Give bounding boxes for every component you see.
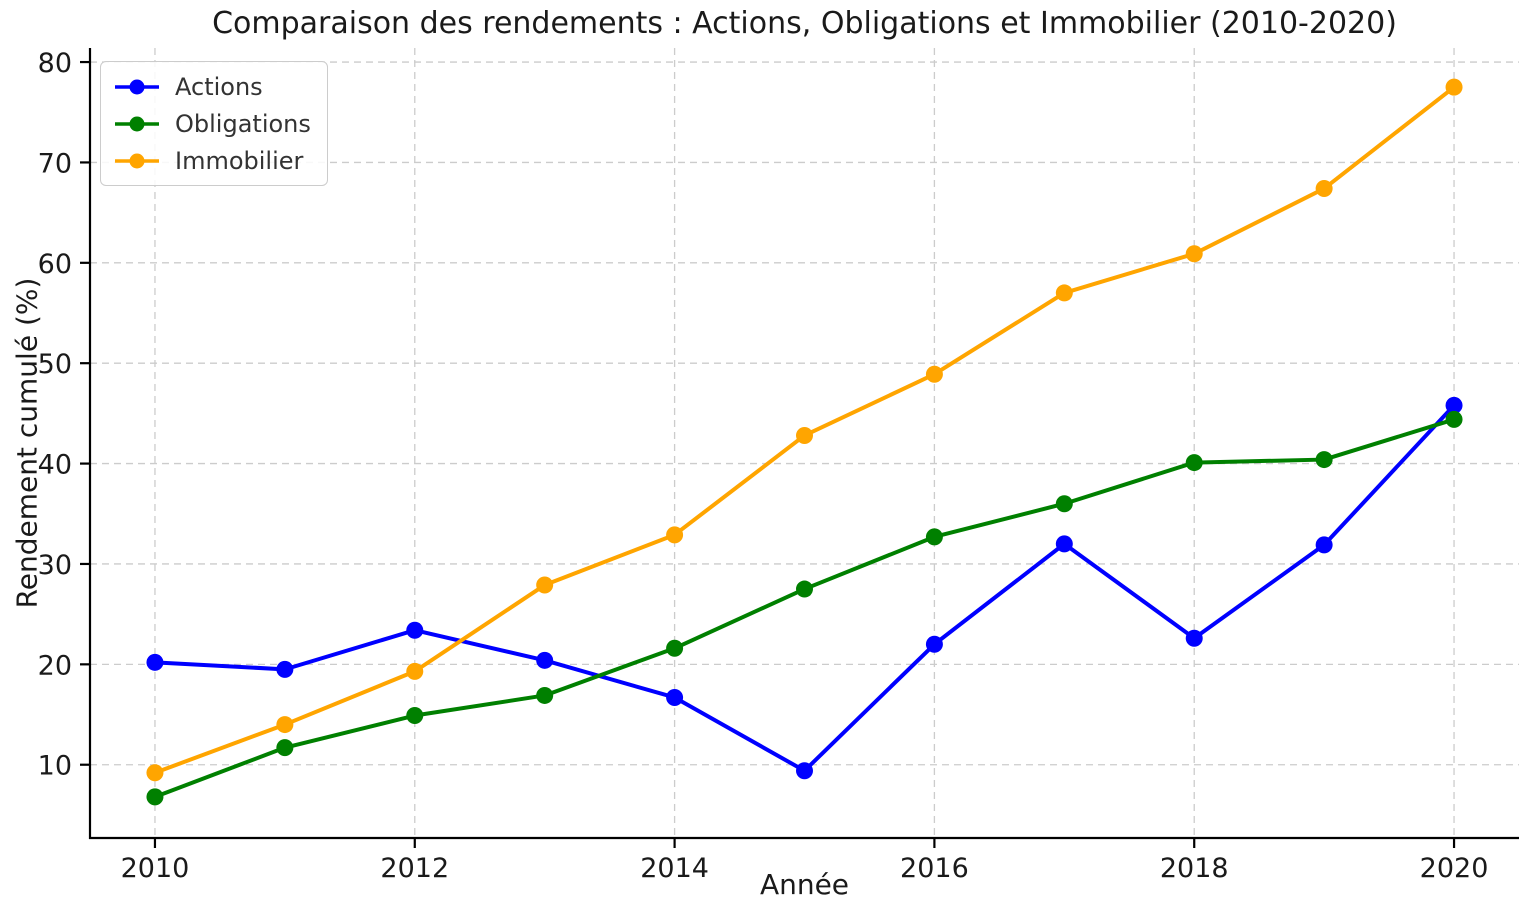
data-point-obligations [1315, 451, 1333, 469]
x-tick-label: 2010 [121, 853, 190, 884]
legend-label-obligations: Obligations [175, 109, 311, 138]
data-point-immobilier [536, 576, 554, 594]
legend-line-marker-icon [115, 153, 159, 168]
data-point-obligations [925, 528, 943, 546]
data-point-immobilier [146, 764, 164, 782]
y-tick-label: 50 [38, 349, 72, 380]
data-point-actions [276, 660, 294, 678]
data-point-obligations [406, 707, 424, 725]
data-point-immobilier [406, 662, 424, 680]
data-point-actions [146, 653, 164, 671]
y-tick-label: 80 [38, 48, 72, 79]
data-point-obligations [536, 686, 554, 704]
y-tick-label: 10 [38, 751, 72, 782]
y-tick-label: 30 [38, 550, 72, 581]
data-point-immobilier [276, 716, 294, 734]
x-tick-label: 2020 [1420, 853, 1489, 884]
chart-title: Comparaison des rendements : Actions, Ob… [212, 6, 1397, 41]
y-tick-label: 60 [38, 249, 72, 280]
data-point-immobilier [1185, 245, 1203, 263]
y-tick-label: 40 [38, 450, 72, 481]
data-point-actions [925, 635, 943, 653]
x-axis-label: Année [759, 868, 850, 901]
data-point-actions [1185, 629, 1203, 647]
data-point-actions [666, 688, 684, 706]
y-tick-label: 20 [38, 650, 72, 681]
data-point-immobilier [1055, 284, 1073, 302]
data-point-obligations [1185, 454, 1203, 472]
x-tick-label: 2012 [380, 853, 449, 884]
legend-line-marker-icon [115, 79, 159, 94]
data-point-obligations [666, 639, 684, 657]
data-point-actions [536, 651, 554, 669]
data-point-actions [1315, 536, 1333, 554]
series-line-obligations [152, 417, 1457, 799]
data-point-actions [1055, 535, 1073, 553]
data-point-obligations [1445, 410, 1463, 428]
data-point-immobilier [1445, 78, 1463, 96]
legend-item-actions: Actions [113, 70, 311, 103]
data-point-obligations [276, 739, 294, 757]
data-point-actions [406, 621, 424, 639]
legend: Actions Obligations Immobilier [100, 61, 328, 186]
data-point-immobilier [796, 426, 813, 444]
legend-item-obligations: Obligations [113, 107, 311, 140]
legend-label-actions: Actions [175, 72, 263, 101]
legend-label-immobilier: Immobilier [175, 146, 304, 175]
data-point-actions [796, 762, 813, 780]
x-tick-label: 2016 [900, 853, 969, 884]
data-point-actions [1445, 396, 1463, 414]
y-tick-label: 70 [38, 148, 72, 179]
data-point-obligations [796, 580, 813, 598]
data-point-immobilier [666, 526, 684, 544]
legend-item-immobilier: Immobilier [113, 144, 311, 177]
data-point-obligations [1055, 495, 1073, 513]
x-tick-label: 2018 [1160, 853, 1229, 884]
data-point-immobilier [925, 365, 943, 383]
x-tick-label: 2014 [640, 853, 709, 884]
data-point-obligations [146, 788, 164, 806]
legend-line-marker-icon [115, 116, 159, 131]
data-point-immobilier [1315, 180, 1333, 198]
